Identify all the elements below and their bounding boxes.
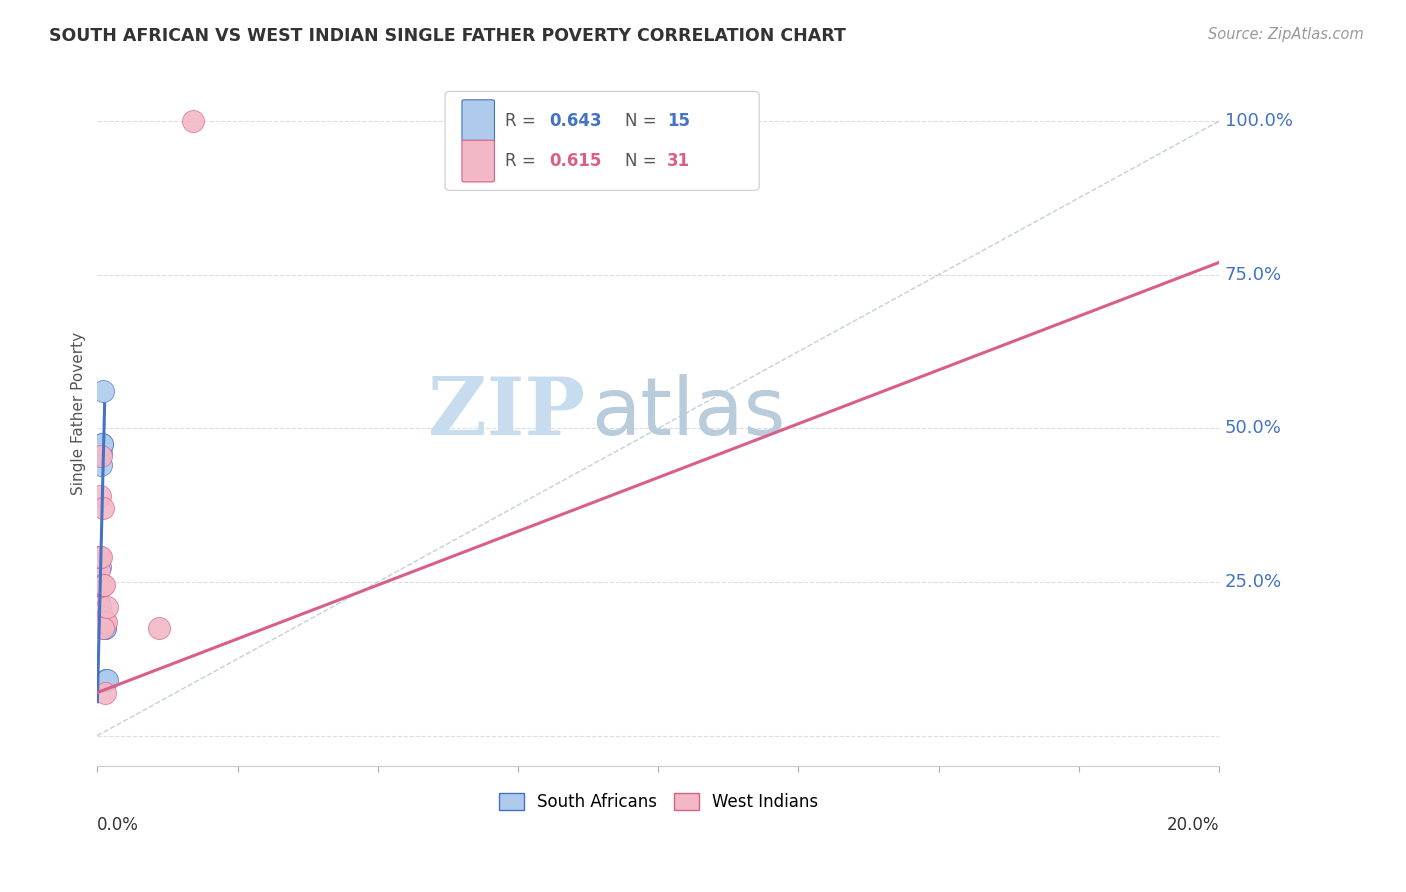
Text: 0.643: 0.643 (550, 112, 602, 129)
Point (90, 449, 112, 463)
Point (90, 458, 112, 473)
Point (90, 446, 112, 460)
FancyBboxPatch shape (446, 91, 759, 190)
Text: Source: ZipAtlas.com: Source: ZipAtlas.com (1208, 27, 1364, 42)
Point (87, 550, 110, 565)
Point (148, 621, 170, 635)
Point (93, 621, 115, 635)
Point (91, 615, 114, 629)
Point (91, 501, 114, 516)
Point (94, 615, 117, 629)
Point (96, 599, 118, 614)
Text: ZIP: ZIP (429, 374, 585, 452)
Point (91, 436, 114, 450)
Text: 75.0%: 75.0% (1225, 266, 1282, 284)
Point (89, 550, 111, 565)
Point (89, 608, 111, 623)
Point (90, 550, 112, 565)
Point (91, 578, 114, 592)
Point (89, 608, 111, 623)
Point (94, 673, 117, 688)
Legend: South Africans, West Indians: South Africans, West Indians (492, 787, 825, 818)
Text: 15: 15 (668, 112, 690, 129)
Point (181, 114, 204, 128)
Point (96, 673, 118, 688)
Text: N =: N = (624, 152, 661, 170)
Point (87, 599, 110, 614)
Text: 31: 31 (668, 152, 690, 170)
Text: N =: N = (624, 112, 661, 129)
Point (91, 608, 114, 623)
Text: 25.0%: 25.0% (1225, 573, 1282, 591)
Text: 0.0%: 0.0% (97, 816, 139, 834)
Point (89, 615, 111, 629)
Point (87, 578, 110, 592)
Point (87, 615, 110, 629)
Text: 100.0%: 100.0% (1225, 112, 1292, 130)
Point (89, 489, 111, 503)
Point (87, 597, 110, 611)
Text: 50.0%: 50.0% (1225, 419, 1282, 437)
Text: R =: R = (505, 112, 540, 129)
Point (96, 673, 118, 688)
FancyBboxPatch shape (463, 100, 495, 142)
FancyBboxPatch shape (463, 140, 495, 182)
Point (89, 599, 111, 614)
Point (91, 384, 114, 399)
Point (87, 612, 110, 626)
Text: 0.615: 0.615 (550, 152, 602, 170)
Point (87, 599, 110, 614)
Point (89, 559, 111, 574)
Point (94, 621, 117, 635)
Point (91, 621, 114, 635)
Text: SOUTH AFRICAN VS WEST INDIAN SINGLE FATHER POVERTY CORRELATION CHART: SOUTH AFRICAN VS WEST INDIAN SINGLE FATH… (49, 27, 846, 45)
Point (90, 615, 112, 629)
Point (87, 563, 110, 577)
Point (87, 597, 110, 611)
Point (94, 615, 117, 629)
Point (93, 578, 115, 592)
Text: 20.0%: 20.0% (1167, 816, 1219, 834)
Text: R =: R = (505, 152, 540, 170)
Point (93, 621, 115, 635)
Point (87, 581, 110, 595)
Point (90, 436, 112, 450)
Text: atlas: atlas (591, 374, 786, 452)
Point (93, 685, 115, 699)
Point (89, 608, 111, 623)
Y-axis label: Single Father Poverty: Single Father Poverty (72, 332, 86, 494)
Point (87, 615, 110, 629)
Point (90, 578, 112, 592)
